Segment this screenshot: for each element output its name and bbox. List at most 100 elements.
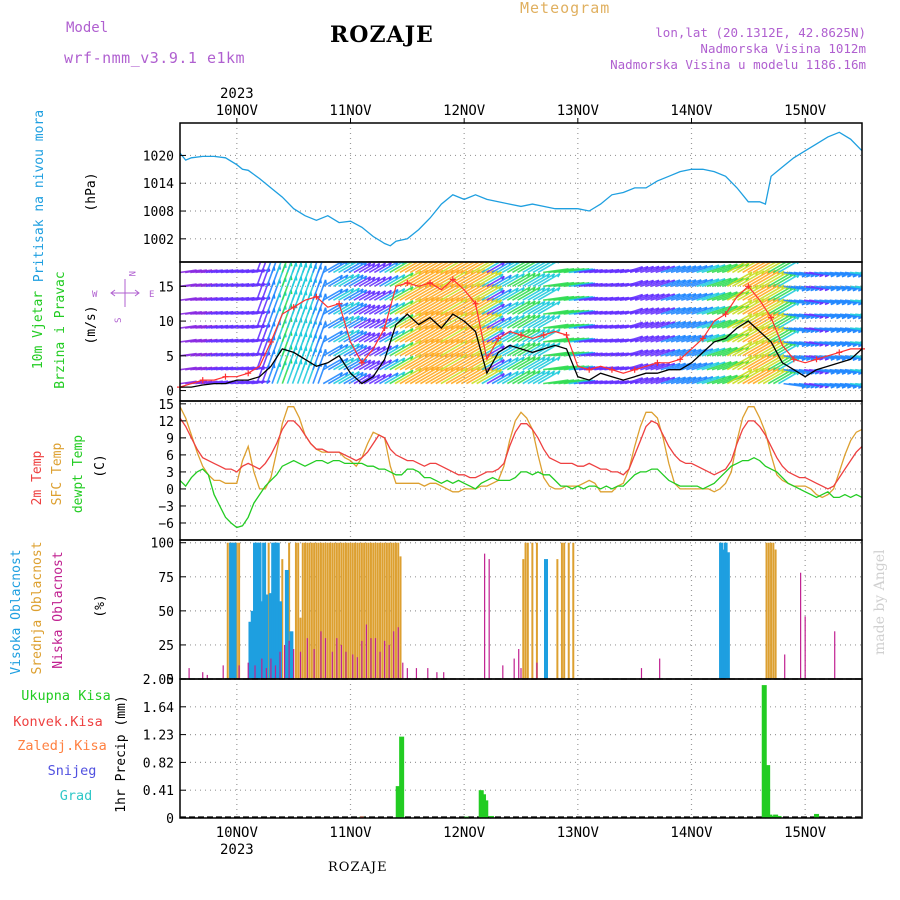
wind-arrow (737, 270, 765, 288)
wind-arrow (363, 304, 381, 315)
wind-arrow (414, 311, 444, 329)
wind-arrow (778, 370, 800, 385)
wind-arrow-head (388, 317, 393, 323)
wind-arrow-head (542, 300, 546, 306)
precip-ytick-label: 2.05 (143, 673, 174, 688)
wind-arrow (353, 275, 372, 288)
wind-arrow-head (527, 356, 531, 361)
wind-arrow (650, 348, 670, 357)
wind-arrow-head (441, 256, 443, 259)
wind-arrow (517, 262, 538, 274)
wind-arrow-head (360, 344, 364, 349)
pressure-line (179, 131, 863, 247)
wind-arrow-head (483, 256, 485, 259)
wind-arrow (537, 273, 561, 288)
wind-arrow (681, 362, 702, 371)
wind-arrow-head (830, 316, 835, 320)
wind-arrow-head (824, 385, 829, 389)
wind-arrow (501, 286, 525, 301)
wind-arrow (481, 315, 504, 329)
wind-arrow (706, 361, 732, 371)
wind-arrow-head (388, 276, 393, 281)
wind-arrow (686, 292, 708, 301)
wind-arrow-head (745, 346, 750, 351)
wind-arrow (409, 366, 440, 385)
wind-arrow-head (778, 257, 780, 260)
wind-arrow (624, 363, 643, 371)
wind-arrow (501, 314, 525, 329)
wind-arrow-head (350, 288, 355, 293)
wind-arrow-head (749, 313, 753, 318)
wind-arrow-head (824, 288, 829, 292)
wind-arrow (532, 356, 555, 371)
wind-arrow (681, 265, 702, 274)
bottom-day-label: 13NOV (557, 825, 600, 841)
wind-arrow (358, 290, 376, 301)
wind-arrow (696, 278, 720, 288)
wind-arrow (476, 262, 497, 274)
wind-arrow (399, 262, 420, 274)
wind-arrow (860, 271, 862, 274)
cloud-ytick-label: 25 (158, 639, 174, 654)
wind-arrow (420, 367, 449, 385)
wind-arrow (430, 297, 460, 315)
wind-arrow (389, 272, 414, 288)
total-precip-bar (395, 786, 401, 818)
wind-arrow-head (388, 331, 393, 336)
wind-arrow (726, 354, 753, 371)
wind-arrow-head (382, 262, 387, 267)
wind-arrow (333, 343, 354, 357)
wind-arrow (757, 298, 785, 315)
wind-arrow (460, 325, 490, 343)
wind-arrow (655, 279, 675, 288)
wind-arrow (307, 262, 313, 273)
wind-arrow-head (841, 316, 846, 320)
wind-arrow-head (388, 359, 393, 364)
wind-arrow (629, 265, 649, 274)
wind-arrow (471, 367, 499, 385)
wind-arrow-head (521, 301, 525, 306)
wind-arrow (742, 283, 771, 301)
wind-arrow-head (875, 359, 879, 360)
wind-arrow (409, 262, 430, 274)
wind-arrow (506, 272, 531, 288)
wind-arrow (471, 326, 499, 343)
temperature-ytick-label: −3 (158, 500, 174, 515)
wind-arrow-head (814, 371, 820, 375)
cloud-ytick-label: 50 (158, 605, 174, 620)
wind-arrow-head (376, 304, 381, 309)
wind-arrow (450, 324, 481, 343)
wind-arrow (455, 366, 486, 385)
wind-arrow (491, 288, 512, 301)
wind-arrow-head (363, 303, 368, 308)
wind-arrow-head (263, 255, 264, 259)
wind-arrow-head (819, 302, 824, 306)
wind-arrow (409, 324, 440, 343)
wind-arrow (696, 306, 720, 315)
wind-speed-line (180, 313, 863, 388)
credit-watermark: made by Angel (872, 549, 888, 656)
wind-arrow (471, 353, 499, 371)
wind-arrow-head (546, 342, 551, 348)
wind-arrow-head (824, 302, 829, 306)
wind-arrow (333, 357, 354, 371)
wind-arrow (517, 300, 541, 315)
wind-arrow (681, 376, 702, 385)
wind-arrow (435, 262, 456, 274)
wind-arrow (860, 355, 862, 357)
wind-arrow-head (882, 304, 886, 305)
wind-arrow (466, 325, 495, 343)
wind-arrow (414, 269, 444, 288)
wind-arrow (343, 262, 364, 274)
wind-arrow-head (345, 262, 349, 266)
wind-arrow (368, 276, 386, 288)
wind-arrow (860, 285, 862, 288)
wind-arrow-head (527, 342, 531, 347)
wind-arrow-head (814, 343, 820, 347)
wind-arrow (640, 349, 660, 357)
wind-arrow-head (376, 360, 381, 365)
wind-gust-marker (313, 293, 320, 300)
wind-gust-marker (222, 373, 229, 380)
wind-arrow-head (781, 368, 785, 373)
wind-arrow-head (363, 345, 368, 350)
